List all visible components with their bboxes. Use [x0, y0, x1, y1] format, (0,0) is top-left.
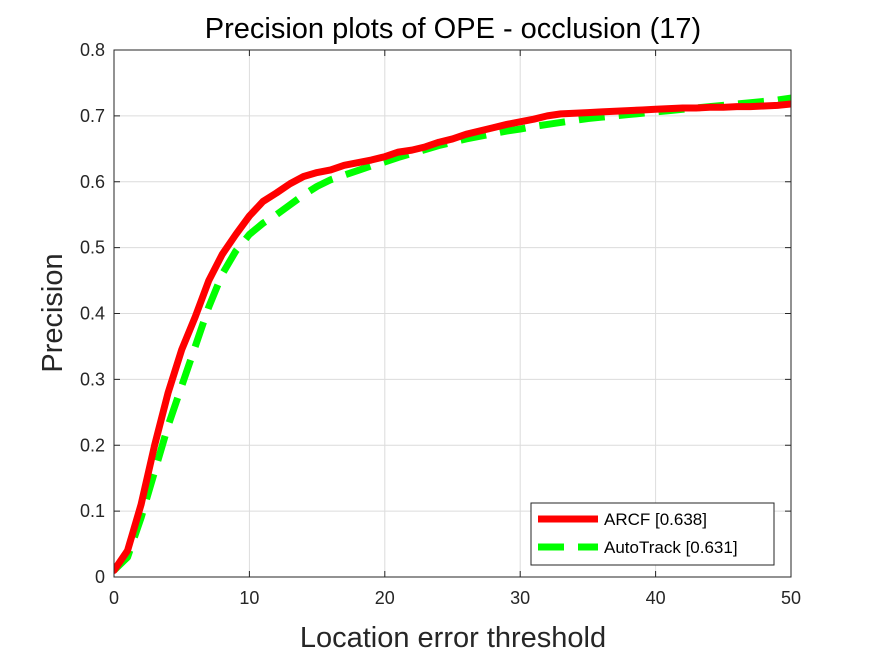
y-tick-label: 0.5 — [80, 238, 105, 258]
y-tick-label: 0.6 — [80, 172, 105, 192]
x-tick-label: 40 — [646, 588, 666, 608]
y-axis-label: Precision — [37, 253, 69, 372]
x-tick-labels: 0 10 20 30 40 50 — [109, 588, 801, 608]
legend-label-arcf: ARCF [0.638] — [604, 510, 707, 529]
legend-label-autotrack: AutoTrack [0.631] — [604, 538, 738, 557]
legend-box — [530, 502, 775, 566]
y-tick-label: 0.8 — [80, 40, 105, 60]
y-tick-label: 0.7 — [80, 106, 105, 126]
series-line-arcf — [114, 100, 791, 574]
x-tick-label: 50 — [781, 588, 801, 608]
legend: ARCF [0.638] AutoTrack [0.631] — [530, 502, 775, 566]
y-tick-label: 0.3 — [80, 369, 105, 389]
x-tick-label: 30 — [510, 588, 530, 608]
x-tick-label: 10 — [239, 588, 259, 608]
x-tick-label: 0 — [109, 588, 119, 608]
chart-title: Precision plots of OPE - occlusion (17) — [205, 13, 701, 45]
plot-area-border — [113, 49, 792, 578]
y-tick-label: 0 — [95, 567, 105, 587]
y-tick-label: 0.4 — [80, 304, 105, 324]
y-tick-label: 0.2 — [80, 435, 105, 455]
x-tick-label: 20 — [375, 588, 395, 608]
grid-lines — [114, 50, 791, 577]
y-tick-label: 0.1 — [80, 501, 105, 521]
x-axis-label: Location error threshold — [300, 622, 606, 654]
y-tick-labels: 0 0.1 0.2 0.3 0.4 0.5 0.6 0.7 0.8 — [80, 40, 105, 587]
data-series — [114, 94, 791, 574]
